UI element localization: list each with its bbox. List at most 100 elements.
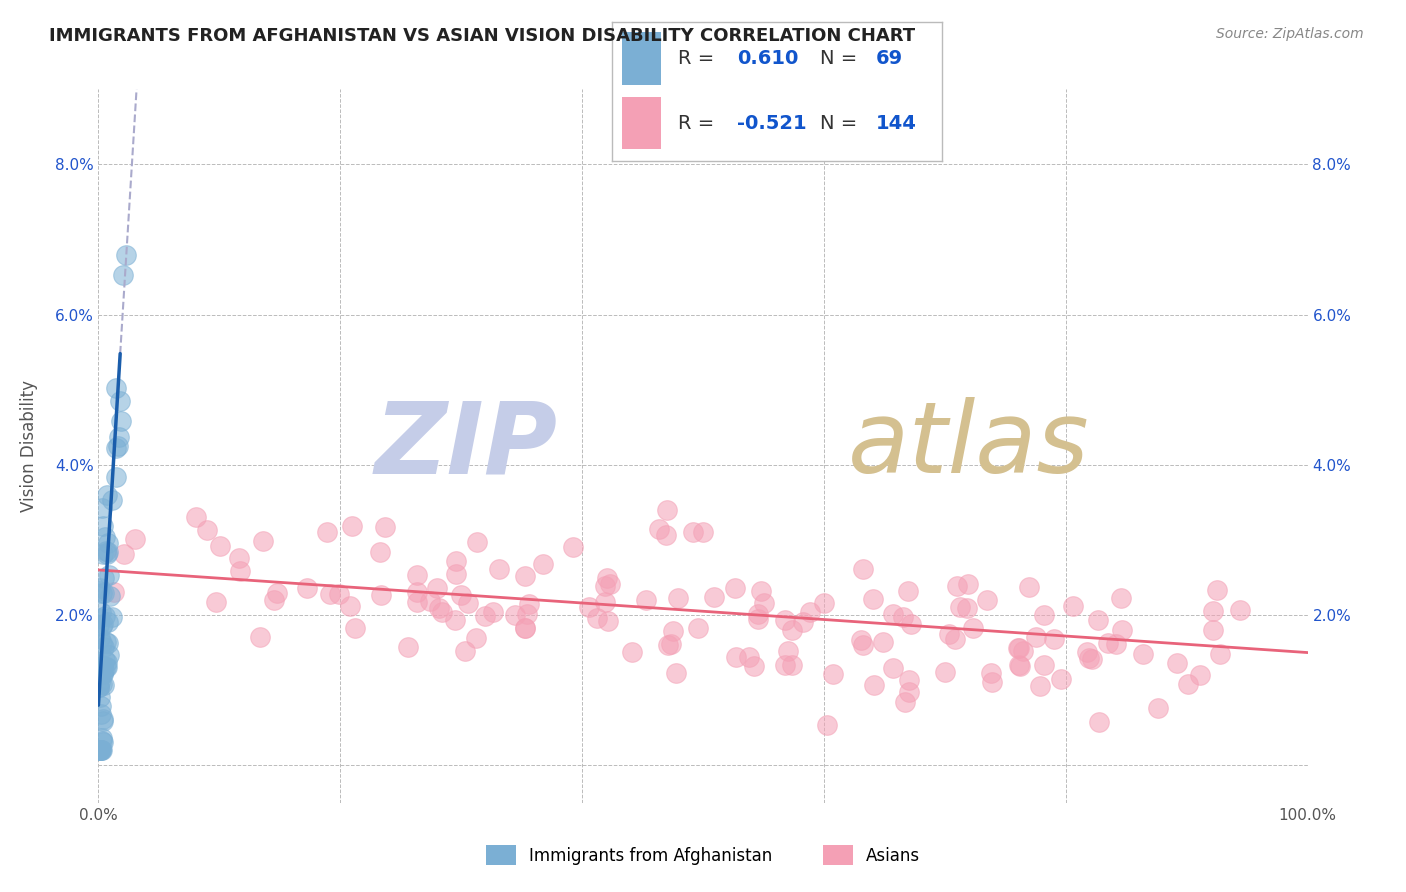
Point — [229, 564, 252, 578]
Point — [621, 645, 644, 659]
Point — [792, 615, 814, 629]
Point — [444, 554, 467, 568]
Point — [111, 268, 134, 282]
Point — [1029, 679, 1052, 693]
Point — [90, 619, 112, 633]
Point — [98, 590, 121, 604]
Point — [89, 690, 111, 704]
Point — [90, 743, 112, 757]
Point — [89, 674, 111, 689]
Point — [1043, 632, 1066, 647]
Point — [97, 615, 120, 629]
Point — [328, 587, 350, 601]
Point — [94, 653, 117, 667]
Point — [1177, 676, 1199, 690]
Point — [813, 596, 835, 610]
Point — [90, 699, 112, 714]
Point — [513, 621, 536, 635]
Point — [87, 743, 110, 757]
Point — [517, 597, 540, 611]
Point — [725, 650, 748, 665]
Point — [318, 587, 340, 601]
Point — [450, 589, 472, 603]
Point — [91, 735, 114, 749]
Point — [1049, 672, 1071, 686]
Point — [599, 576, 621, 591]
Point — [862, 591, 884, 606]
Point — [516, 607, 538, 621]
Point — [266, 586, 288, 600]
Point — [93, 714, 115, 728]
Point — [249, 630, 271, 644]
Point — [596, 571, 619, 585]
Point — [659, 637, 682, 651]
Point — [692, 525, 714, 540]
Point — [104, 470, 127, 484]
Point — [1147, 701, 1170, 715]
Point — [654, 528, 676, 542]
Text: ZIP: ZIP — [375, 398, 558, 494]
Point — [515, 621, 537, 635]
Point — [96, 544, 118, 558]
Point — [962, 621, 984, 635]
Point — [103, 585, 125, 599]
Point — [443, 613, 465, 627]
Point — [849, 633, 872, 648]
Point — [419, 594, 441, 608]
Text: R =: R = — [678, 113, 720, 133]
Point — [87, 611, 110, 625]
Point — [374, 520, 396, 534]
Point — [666, 591, 689, 606]
Point — [87, 680, 110, 694]
Point — [1201, 603, 1223, 617]
Point — [98, 567, 121, 582]
Point — [90, 605, 112, 619]
Point — [891, 610, 914, 624]
Point — [1105, 637, 1128, 651]
Point — [124, 532, 146, 546]
Point — [93, 609, 115, 624]
Point — [1008, 658, 1031, 673]
Legend: Immigrants from Afghanistan, Asians: Immigrants from Afghanistan, Asians — [478, 837, 928, 873]
Point — [405, 595, 427, 609]
Point — [562, 540, 585, 554]
Point — [1229, 602, 1251, 616]
Point — [1007, 641, 1029, 656]
Point — [89, 631, 111, 645]
Point — [228, 550, 250, 565]
Point — [89, 743, 111, 757]
Point — [104, 381, 127, 395]
Point — [316, 524, 339, 539]
Point — [97, 545, 120, 559]
Text: 144: 144 — [876, 113, 917, 133]
Text: Source: ZipAtlas.com: Source: ZipAtlas.com — [1216, 27, 1364, 41]
Point — [396, 640, 419, 654]
Point — [1202, 623, 1225, 637]
Point — [1109, 591, 1132, 605]
Point — [110, 414, 132, 428]
Point — [503, 608, 526, 623]
Point — [946, 579, 969, 593]
Text: R =: R = — [678, 49, 720, 68]
Point — [852, 638, 875, 652]
Point — [370, 545, 392, 559]
Point — [598, 614, 620, 628]
Point — [1033, 658, 1056, 673]
Point — [981, 675, 1004, 690]
Point — [97, 536, 120, 550]
Point — [586, 611, 609, 625]
Point — [1087, 714, 1109, 729]
Text: N =: N = — [820, 113, 863, 133]
Point — [90, 734, 112, 748]
Point — [634, 592, 657, 607]
Text: N =: N = — [820, 49, 863, 68]
Point — [648, 522, 671, 536]
Point — [406, 568, 429, 582]
Bar — [621, 97, 661, 150]
Point — [1008, 641, 1031, 656]
Point — [93, 663, 115, 677]
Point — [91, 666, 114, 681]
Point — [782, 658, 804, 673]
Point — [87, 584, 110, 599]
Point — [773, 613, 796, 627]
